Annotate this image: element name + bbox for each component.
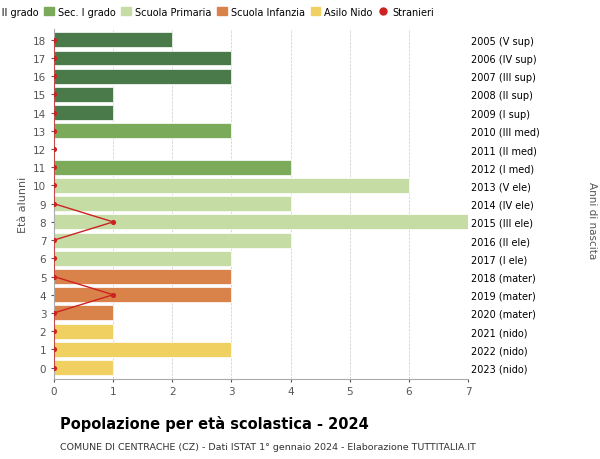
Bar (54, 124, 232, 139)
Bar (54, 70, 232, 84)
Point (49, 328, 59, 335)
Point (49, 164, 59, 172)
Point (49, 309, 59, 317)
Bar (54, 106, 113, 121)
Bar (54, 269, 232, 285)
Point (49, 128, 59, 135)
Bar (54, 324, 113, 339)
Bar (54, 252, 232, 266)
Bar (54, 197, 290, 212)
Point (49, 201, 59, 208)
Bar (54, 179, 409, 194)
Y-axis label: Età alunni: Età alunni (17, 176, 28, 232)
Bar (54, 306, 113, 321)
Point (109, 291, 118, 299)
Point (49, 37, 59, 45)
Point (49, 146, 59, 153)
Legend: Sec. II grado, Sec. I grado, Scuola Primaria, Scuola Infanzia, Asilo Nido, Stran: Sec. II grado, Sec. I grado, Scuola Prim… (0, 4, 437, 22)
Point (49, 55, 59, 62)
Bar (54, 360, 113, 375)
Point (49, 346, 59, 353)
Bar (54, 88, 113, 103)
Point (109, 219, 118, 226)
Point (49, 237, 59, 244)
Bar (54, 233, 290, 248)
Point (49, 364, 59, 371)
Point (49, 182, 59, 190)
Point (49, 273, 59, 280)
Point (49, 255, 59, 263)
Point (49, 73, 59, 81)
Bar (54, 51, 232, 67)
Bar (54, 34, 172, 48)
Bar (54, 342, 232, 357)
Text: Anni di nascita: Anni di nascita (587, 182, 597, 259)
Text: COMUNE DI CENTRACHE (CZ) - Dati ISTAT 1° gennaio 2024 - Elaborazione TUTTITALIA.: COMUNE DI CENTRACHE (CZ) - Dati ISTAT 1°… (60, 442, 476, 451)
Point (49, 110, 59, 117)
Bar (54, 288, 232, 302)
Point (49, 91, 59, 99)
Bar (54, 161, 290, 175)
Bar (54, 215, 468, 230)
Text: Popolazione per età scolastica - 2024: Popolazione per età scolastica - 2024 (60, 415, 369, 431)
